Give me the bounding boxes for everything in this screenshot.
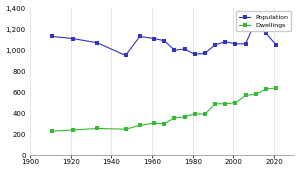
Population (95, 42, 99, 44)
Dwellings (213, 103, 217, 105)
Dwellings (95, 127, 99, 129)
Population (138, 35, 142, 37)
Population (172, 49, 176, 51)
Dwellings (234, 102, 237, 104)
Dwellings (254, 93, 258, 95)
Population (264, 32, 268, 34)
Population (51, 35, 54, 37)
Dwellings (224, 103, 227, 105)
Population (224, 41, 227, 43)
Dwellings (172, 117, 176, 119)
Dwellings (274, 87, 278, 89)
Dwellings (203, 113, 207, 115)
Dwellings (244, 94, 247, 96)
Population (183, 48, 186, 50)
Population (254, 20, 258, 22)
Legend: Population, Dwellings: Population, Dwellings (236, 11, 291, 31)
Dwellings (152, 122, 156, 124)
Line: Dwellings: Dwellings (51, 86, 278, 133)
Population (203, 52, 207, 54)
Population (213, 44, 217, 46)
Dwellings (124, 128, 128, 130)
Population (274, 44, 278, 46)
Population (234, 43, 237, 45)
Dwellings (193, 113, 196, 115)
Dwellings (138, 124, 142, 126)
Dwellings (183, 116, 186, 118)
Population (152, 37, 156, 40)
Line: Population: Population (51, 19, 278, 57)
Population (162, 40, 166, 42)
Dwellings (51, 130, 54, 132)
Population (124, 54, 128, 56)
Population (244, 43, 247, 45)
Dwellings (162, 123, 166, 125)
Dwellings (71, 129, 74, 131)
Dwellings (264, 88, 268, 90)
Population (193, 53, 196, 55)
Population (71, 37, 74, 40)
